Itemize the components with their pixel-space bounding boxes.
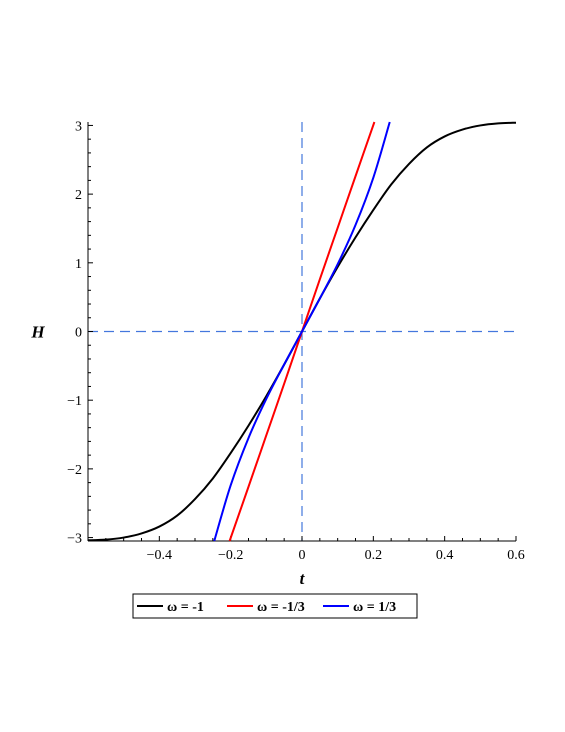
series-lines <box>87 121 517 542</box>
y-tick-label: 1 <box>75 257 82 272</box>
x-tick-label: 0.6 <box>507 548 525 563</box>
y-tick-label: 2 <box>75 188 82 203</box>
y-tick-label: −2 <box>67 463 82 478</box>
legend-label-3: ω = 1/3 <box>353 600 396 615</box>
x-axis-label: t <box>300 569 306 588</box>
y-tick-label: 3 <box>75 119 82 134</box>
y-tick-label: 0 <box>75 326 82 341</box>
y-tick-label: −3 <box>67 532 82 547</box>
legend-label-2: ω = -1/3 <box>257 600 305 615</box>
x-tick-label: −0.4 <box>147 548 172 563</box>
y-axis-label: H <box>30 323 45 342</box>
legend-box <box>132 593 418 619</box>
x-tick-label: −0.2 <box>218 548 243 563</box>
legend-label-1: ω = -1 <box>167 600 204 615</box>
ticks: −0.4 −0.2 0 0.2 0.4 0.6 −3 −2 −1 0 1 2 3 <box>67 119 525 563</box>
y-tick-label: −1 <box>67 394 82 409</box>
x-tick-label: 0.2 <box>365 548 383 563</box>
series-line-3 <box>213 121 391 542</box>
x-tick-label: 0 <box>299 548 306 563</box>
x-tick-label: 0.4 <box>436 548 454 563</box>
legend: ω = -1 ω = -1/3 ω = 1/3 <box>132 593 418 619</box>
